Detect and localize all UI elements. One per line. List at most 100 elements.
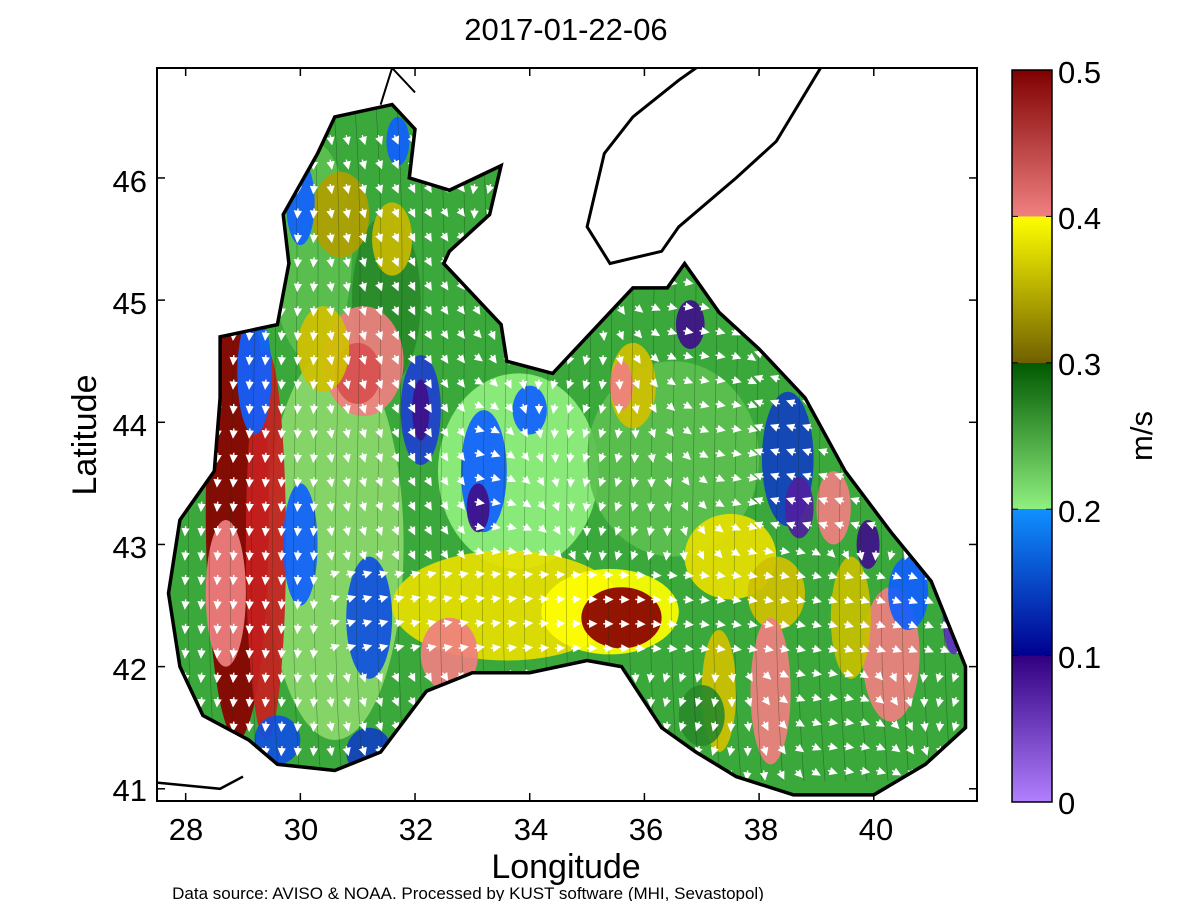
- current-arrow: [423, 550, 432, 560]
- current-arrow: [309, 599, 319, 610]
- current-arrow: [426, 594, 437, 604]
- speed-patch: [311, 171, 370, 258]
- current-arrow: [329, 570, 341, 579]
- current-arrow: [342, 232, 351, 244]
- current-arrow: [699, 351, 710, 360]
- speed-patch: [412, 379, 430, 441]
- current-arrow: [197, 526, 206, 537]
- current-arrow: [522, 595, 534, 604]
- current-arrow: [683, 644, 694, 653]
- plot-area: [157, 68, 977, 801]
- current-arrow: [375, 672, 383, 683]
- current-arrow: [378, 643, 389, 652]
- current-arrow: [769, 521, 780, 530]
- current-arrow: [293, 379, 303, 390]
- current-arrow: [440, 427, 449, 438]
- current-arrow: [245, 648, 254, 659]
- current-arrow: [358, 745, 367, 756]
- current-arrow: [342, 501, 351, 512]
- current-arrow: [554, 595, 566, 604]
- current-arrow: [245, 355, 254, 366]
- current-arrow: [423, 476, 432, 487]
- current-arrow: [871, 550, 881, 561]
- current-arrow: [293, 550, 303, 561]
- current-arrow: [760, 745, 769, 756]
- current-arrow: [935, 672, 944, 683]
- current-arrow: [342, 183, 351, 195]
- current-arrow: [375, 501, 383, 512]
- current-arrow: [827, 571, 838, 580]
- current-arrow: [795, 718, 805, 727]
- current-arrow: [537, 524, 547, 533]
- current-arrow: [697, 500, 707, 510]
- current-arrow: [522, 499, 532, 508]
- current-arrow: [309, 550, 319, 561]
- current-arrow: [843, 742, 855, 751]
- current-arrow: [646, 550, 655, 561]
- current-arrow: [277, 550, 287, 561]
- current-arrow: [826, 548, 836, 558]
- current-arrow: [827, 717, 839, 727]
- current-arrow: [358, 696, 367, 708]
- speed-patch: [297, 306, 350, 392]
- current-arrow: [309, 355, 319, 366]
- current-arrow: [423, 305, 432, 316]
- current-arrow: [277, 501, 287, 513]
- current-arrow: [506, 450, 516, 459]
- current-arrow: [648, 403, 657, 413]
- current-arrow: [326, 697, 335, 708]
- current-arrow: [904, 696, 913, 708]
- current-arrow: [277, 574, 287, 586]
- current-arrow: [598, 477, 607, 488]
- current-arrow: [277, 477, 287, 488]
- current-arrow: [550, 452, 560, 464]
- current-arrow: [779, 571, 790, 580]
- current-arrow: [358, 232, 367, 243]
- x-tick-label: 30: [284, 812, 318, 847]
- speed-patch: [784, 477, 814, 539]
- current-arrow: [506, 619, 518, 628]
- current-arrow: [795, 571, 806, 580]
- current-arrow: [598, 403, 607, 415]
- speed-patch: [346, 556, 393, 679]
- current-arrow: [261, 574, 270, 586]
- current-arrow: [891, 645, 902, 653]
- current-arrow: [795, 547, 806, 556]
- current-arrow: [293, 599, 303, 610]
- current-arrow: [919, 672, 929, 684]
- current-arrow: [458, 643, 469, 653]
- current-arrow: [681, 476, 690, 486]
- current-arrow: [358, 183, 367, 195]
- current-arrow: [683, 351, 694, 360]
- current-arrow: [567, 501, 576, 513]
- current-arrow: [923, 645, 934, 653]
- current-arrow: [769, 472, 780, 481]
- current-arrow: [777, 745, 786, 755]
- y-tick-label: 46: [113, 164, 147, 199]
- current-arrow: [440, 525, 449, 535]
- current-arrow: [731, 473, 742, 482]
- current-arrow: [391, 525, 400, 536]
- current-arrow: [489, 401, 500, 411]
- current-arrow: [473, 352, 483, 362]
- current-arrow: [277, 428, 287, 439]
- current-arrow: [326, 354, 335, 366]
- x-axis-label: Longitude: [491, 848, 640, 886]
- current-arrow: [326, 208, 335, 219]
- current-arrow: [616, 330, 624, 341]
- current-arrow: [358, 550, 367, 561]
- current-arrow: [472, 305, 481, 315]
- current-arrow: [197, 648, 206, 659]
- current-arrow: [261, 599, 270, 610]
- current-arrow: [394, 643, 405, 652]
- current-arrow: [630, 525, 639, 536]
- current-arrow: [181, 550, 190, 561]
- current-arrow: [753, 374, 764, 383]
- current-arrow: [699, 326, 710, 336]
- current-arrow: [229, 721, 238, 732]
- current-arrow: [342, 135, 351, 146]
- current-arrow: [391, 281, 400, 292]
- current-arrow: [423, 501, 432, 511]
- current-arrow: [795, 620, 806, 629]
- current-arrow: [678, 696, 687, 707]
